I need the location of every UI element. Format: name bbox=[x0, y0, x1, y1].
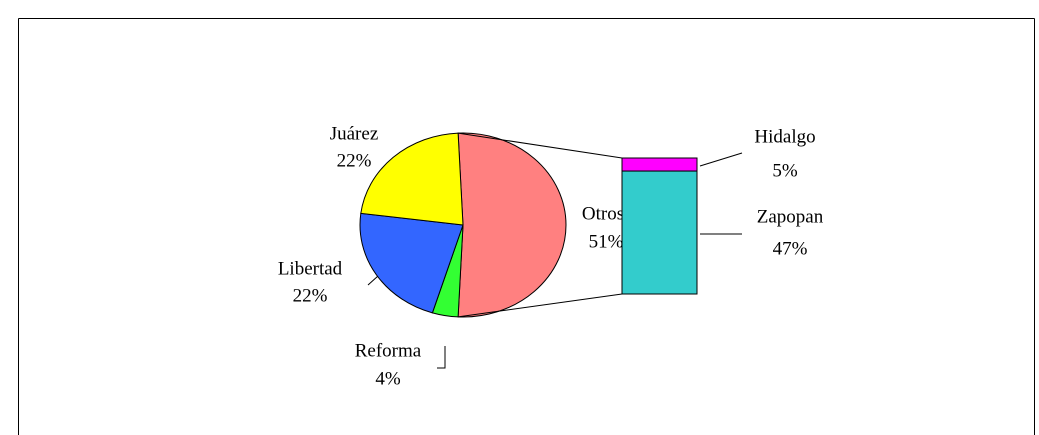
pie-slice bbox=[359, 212, 464, 314]
pie-slice bbox=[457, 132, 567, 318]
slice-label: Reforma bbox=[355, 340, 422, 361]
slice-label: Otros bbox=[582, 203, 624, 224]
bar-value-label: 47% bbox=[773, 238, 808, 259]
leader-line bbox=[699, 152, 743, 167]
leader-line bbox=[437, 346, 446, 369]
pie-slice bbox=[360, 132, 464, 226]
connector-line bbox=[458, 293, 623, 318]
slice-label: Libertad bbox=[278, 258, 343, 279]
slice-value-label: 22% bbox=[293, 285, 328, 306]
bar-label: Zapopan bbox=[757, 206, 824, 227]
bar-segment bbox=[621, 170, 698, 295]
bar-segment bbox=[621, 157, 698, 172]
slice-value-label: 51% bbox=[589, 231, 624, 252]
bar-value-label: 5% bbox=[772, 160, 798, 181]
bar-label: Hidalgo bbox=[754, 126, 815, 147]
connector-line bbox=[458, 132, 623, 159]
slice-value-label: 22% bbox=[337, 150, 372, 171]
slice-label: Juárez bbox=[330, 123, 379, 144]
leader-line bbox=[367, 275, 379, 286]
slice-value-label: 4% bbox=[375, 368, 401, 389]
